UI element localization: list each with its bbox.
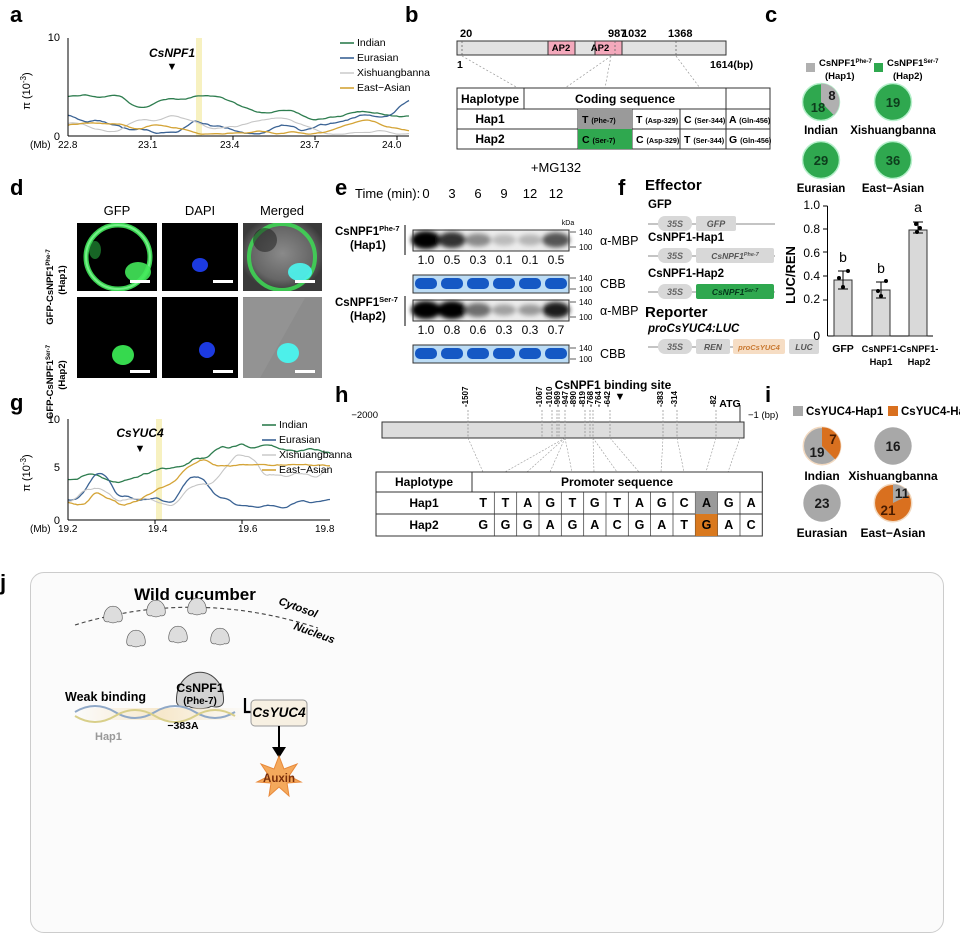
svg-text:Auxin: Auxin bbox=[263, 773, 295, 785]
svg-text:Weak binding: Weak binding bbox=[65, 690, 146, 704]
svg-text:−383A: −383A bbox=[167, 720, 199, 732]
svg-text:Hap1: Hap1 bbox=[95, 731, 122, 743]
svg-text:CsNPF1: CsNPF1 bbox=[176, 681, 224, 695]
svg-text:Nucleus: Nucleus bbox=[292, 621, 336, 647]
svg-text:(Phe-7): (Phe-7) bbox=[183, 696, 217, 707]
svg-text:Cytosol: Cytosol bbox=[277, 596, 320, 621]
svg-text:CsYUC4: CsYUC4 bbox=[252, 705, 306, 720]
